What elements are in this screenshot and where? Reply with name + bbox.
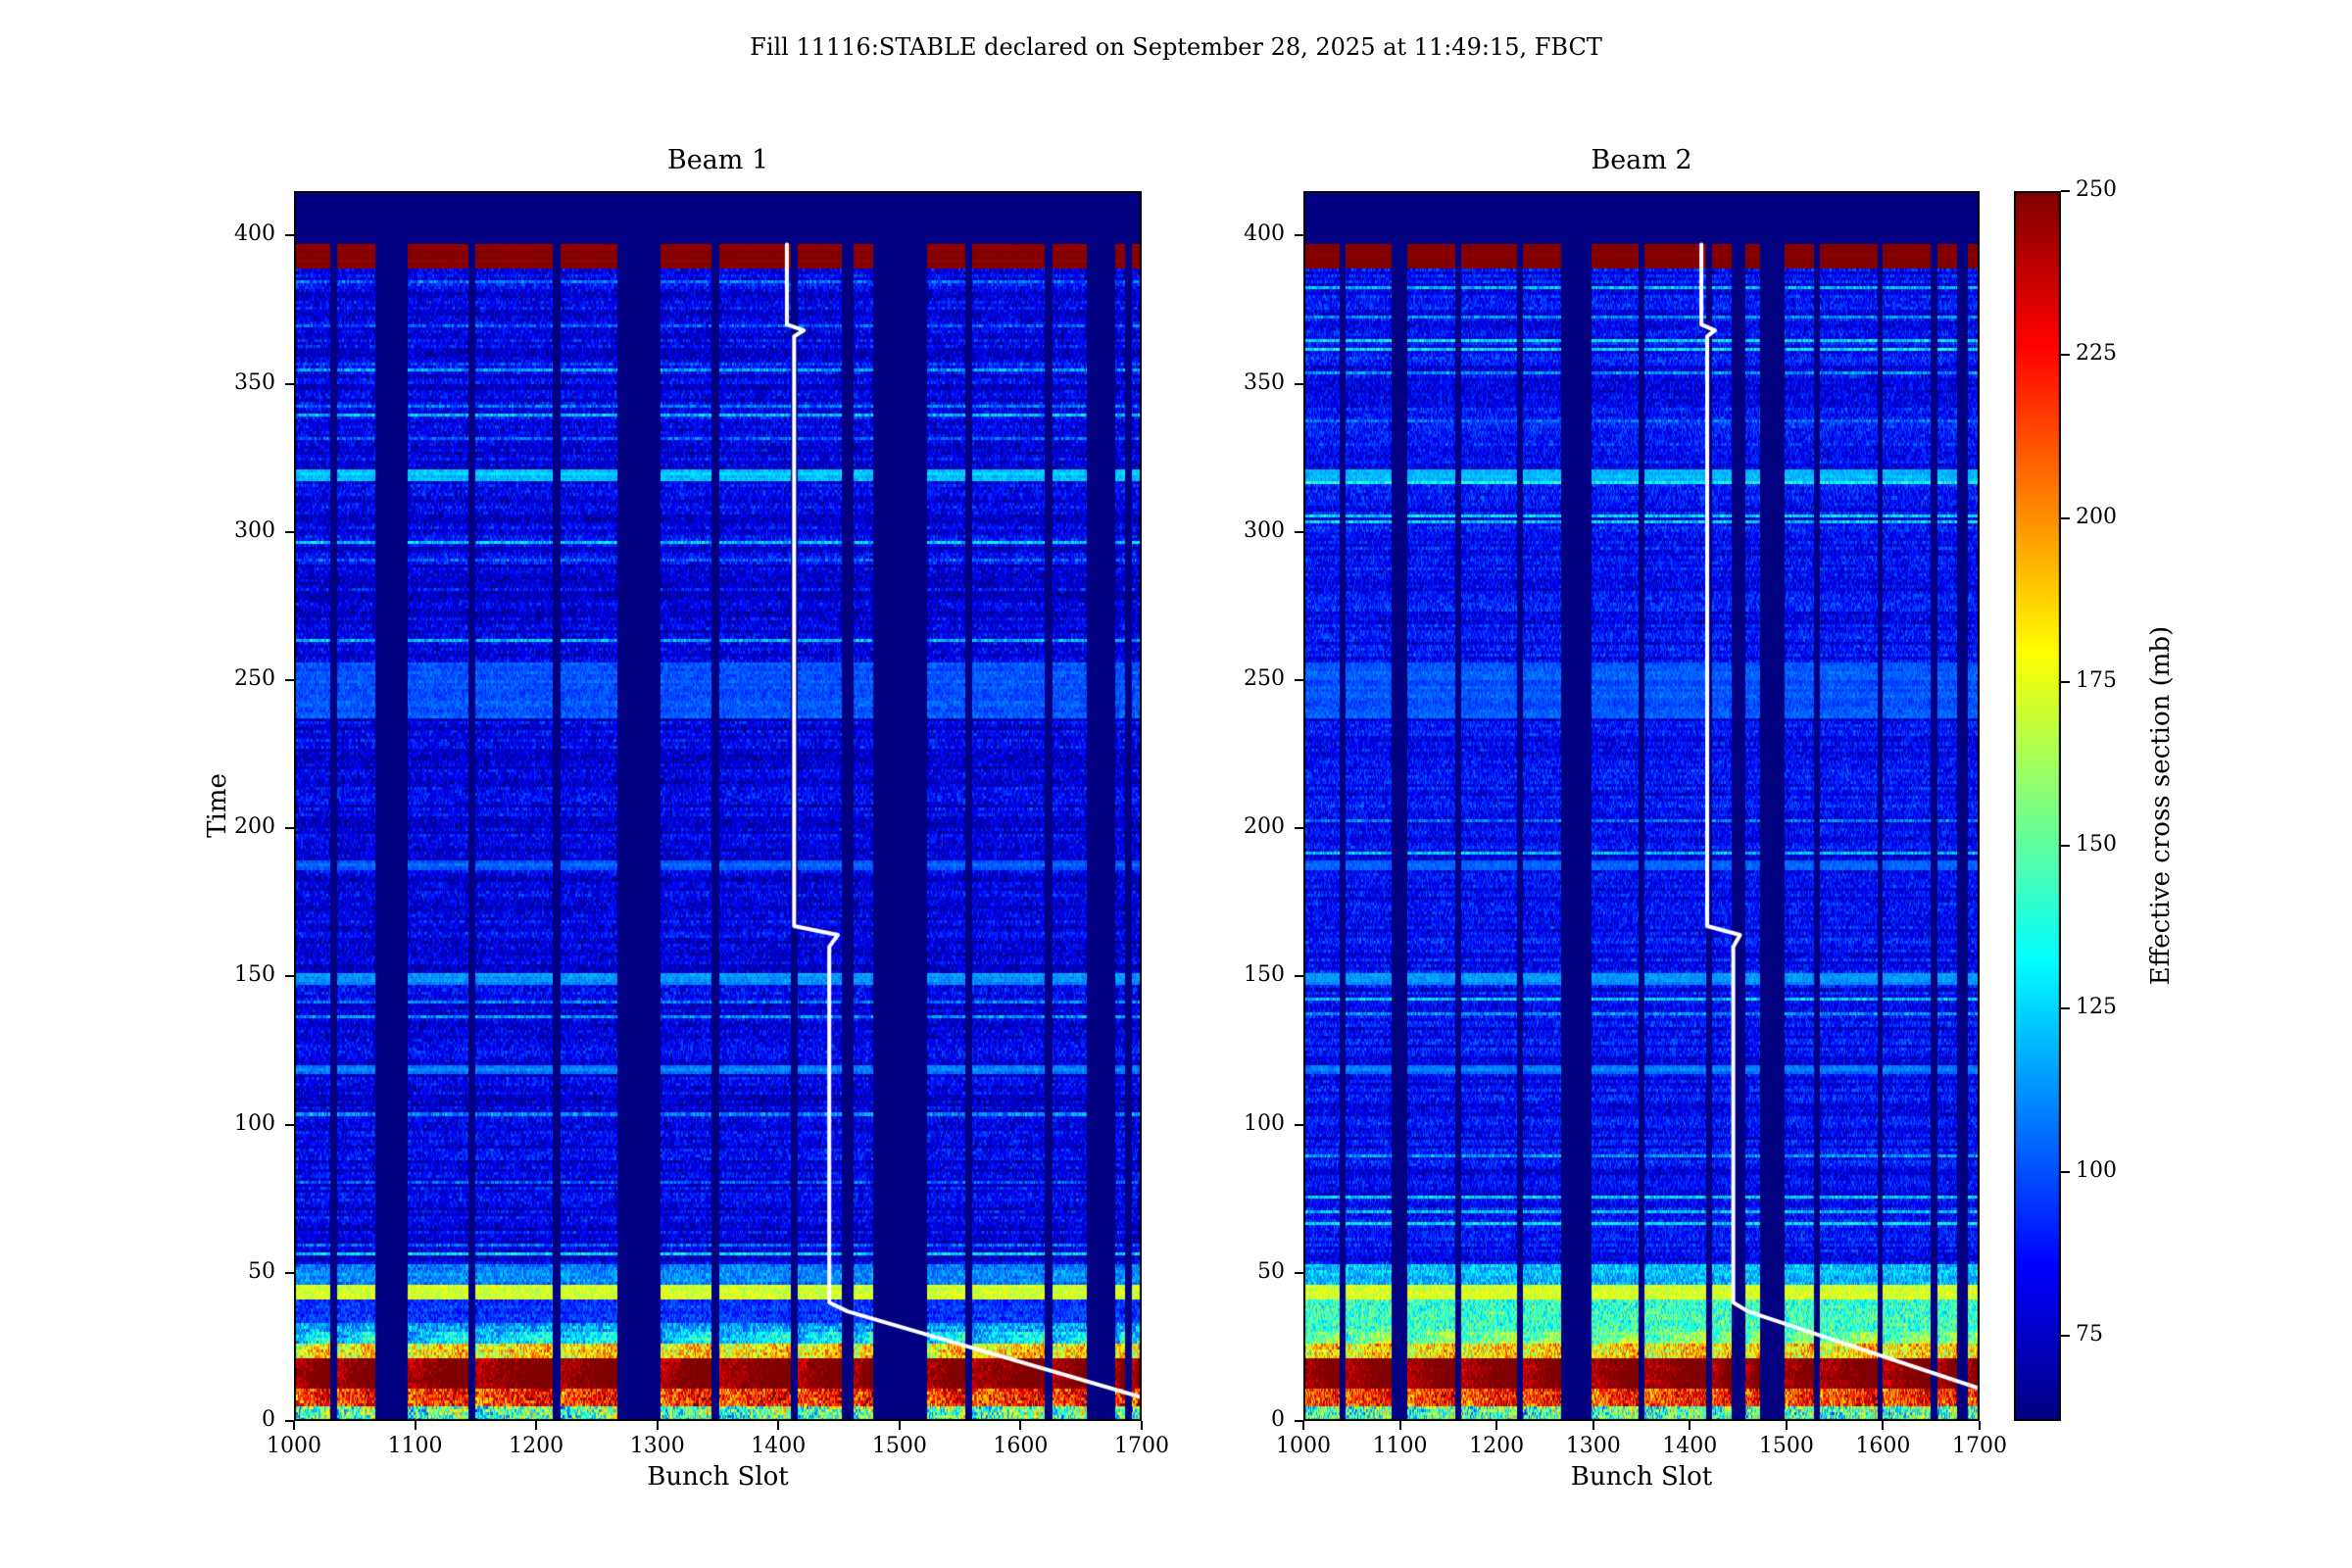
- x-tick-label: 1300: [629, 1434, 685, 1458]
- beam2-x-axis-label: Bunch Slot: [1570, 1462, 1713, 1492]
- y-tick-label: 400: [1244, 221, 1285, 247]
- x-tick-label: 1500: [871, 1434, 927, 1458]
- y-tick-mark: [1295, 975, 1303, 978]
- y-tick-label: 300: [1244, 517, 1285, 543]
- y-tick-mark: [1295, 1420, 1303, 1422]
- colorbar: [2014, 191, 2061, 1421]
- x-tick-label: 1700: [1114, 1434, 1169, 1458]
- y-tick-label: 0: [1271, 1407, 1285, 1432]
- x-tick-label: 1100: [1372, 1434, 1428, 1458]
- y-tick-label: 300: [234, 517, 275, 543]
- y-tick-mark: [1295, 678, 1303, 681]
- y-tick-label: 50: [1257, 1258, 1285, 1284]
- x-tick-mark: [1785, 1421, 1788, 1430]
- y-tick-label: 250: [1244, 665, 1285, 691]
- beam1-heatmap-canvas: [294, 191, 1142, 1421]
- beam1-x-axis-label: Bunch Slot: [647, 1462, 789, 1492]
- y-tick-mark: [285, 678, 294, 681]
- y-tick-mark: [285, 827, 294, 830]
- x-tick-mark: [1592, 1421, 1594, 1430]
- y-tick-mark: [285, 975, 294, 978]
- x-tick-mark: [1019, 1421, 1022, 1430]
- colorbar-tick-mark: [2061, 1171, 2070, 1174]
- x-tick-label: 1200: [509, 1434, 564, 1458]
- x-tick-label: 1100: [387, 1434, 443, 1458]
- x-tick-mark: [1141, 1421, 1143, 1430]
- figure-title: Fill 11116:STABLE declared on September …: [750, 33, 1602, 61]
- y-tick-mark: [1295, 1123, 1303, 1126]
- colorbar-tick-mark: [2061, 190, 2070, 192]
- y-tick-mark: [1295, 234, 1303, 237]
- x-tick-mark: [1979, 1421, 1981, 1430]
- x-tick-label: 1200: [1469, 1434, 1525, 1458]
- x-tick-mark: [1689, 1421, 1691, 1430]
- x-tick-mark: [1882, 1421, 1885, 1430]
- colorbar-tick-mark: [2061, 516, 2070, 519]
- y-tick-label: 350: [234, 369, 275, 395]
- colorbar-tick-mark: [2061, 844, 2070, 847]
- x-tick-mark: [898, 1421, 901, 1430]
- colorbar-tick-label: 125: [2076, 995, 2117, 1020]
- colorbar-tick-label: 75: [2076, 1322, 2103, 1348]
- beam2-heatmap-canvas: [1303, 191, 1980, 1421]
- x-tick-label: 1000: [1276, 1434, 1331, 1458]
- x-tick-label: 1600: [993, 1434, 1049, 1458]
- y-tick-label: 0: [262, 1407, 275, 1432]
- colorbar-tick-label: 200: [2076, 504, 2117, 529]
- y-tick-mark: [1295, 382, 1303, 385]
- y-tick-mark: [285, 1123, 294, 1126]
- y-tick-label: 350: [1244, 369, 1285, 395]
- colorbar-tick-label: 100: [2076, 1158, 2117, 1184]
- y-tick-label: 200: [1244, 814, 1285, 840]
- x-tick-label: 1400: [1662, 1434, 1718, 1458]
- colorbar-tick-label: 150: [2076, 831, 2117, 857]
- beam1-heatmap: [294, 191, 1142, 1421]
- x-tick-label: 1600: [1855, 1434, 1911, 1458]
- colorbar-canvas: [2014, 191, 2061, 1421]
- y-tick-label: 400: [234, 221, 275, 247]
- y-tick-mark: [1295, 827, 1303, 830]
- x-tick-label: 1000: [267, 1434, 321, 1458]
- y-tick-mark: [285, 234, 294, 237]
- x-tick-mark: [1302, 1421, 1304, 1430]
- x-tick-mark: [535, 1421, 538, 1430]
- colorbar-tick-mark: [2061, 1335, 2070, 1338]
- y-tick-label: 150: [234, 962, 275, 988]
- y-tick-label: 100: [234, 1110, 275, 1136]
- y-tick-label: 200: [234, 814, 275, 840]
- beam2-title: Beam 2: [1591, 145, 1692, 175]
- y-tick-label: 250: [234, 665, 275, 691]
- y-tick-mark: [285, 1420, 294, 1422]
- y-tick-mark: [285, 530, 294, 533]
- y-tick-mark: [1295, 530, 1303, 533]
- x-tick-mark: [293, 1421, 295, 1430]
- x-tick-label: 1700: [1952, 1434, 2007, 1458]
- beam2-heatmap: [1303, 191, 1980, 1421]
- x-tick-mark: [656, 1421, 659, 1430]
- beam1-title: Beam 1: [666, 145, 769, 175]
- y-tick-mark: [1295, 1271, 1303, 1274]
- x-tick-label: 1300: [1565, 1434, 1621, 1458]
- x-tick-label: 1500: [1758, 1434, 1814, 1458]
- colorbar-tick-mark: [2061, 1007, 2070, 1010]
- y-tick-label: 100: [1244, 1110, 1285, 1136]
- colorbar-tick-mark: [2061, 353, 2070, 356]
- y-tick-label: 50: [248, 1258, 275, 1284]
- y-tick-mark: [285, 382, 294, 385]
- colorbar-tick-label: 250: [2076, 177, 2117, 202]
- x-tick-mark: [777, 1421, 780, 1430]
- colorbar-tick-label: 175: [2076, 667, 2117, 693]
- x-tick-label: 1400: [751, 1434, 807, 1458]
- y-tick-mark: [285, 1271, 294, 1274]
- x-tick-mark: [1398, 1421, 1401, 1430]
- y-tick-label: 150: [1244, 962, 1285, 988]
- colorbar-label: Effective cross section (mb): [2146, 625, 2176, 986]
- x-tick-mark: [414, 1421, 416, 1430]
- colorbar-tick-mark: [2061, 680, 2070, 683]
- x-tick-mark: [1495, 1421, 1498, 1430]
- colorbar-tick-label: 225: [2076, 340, 2117, 366]
